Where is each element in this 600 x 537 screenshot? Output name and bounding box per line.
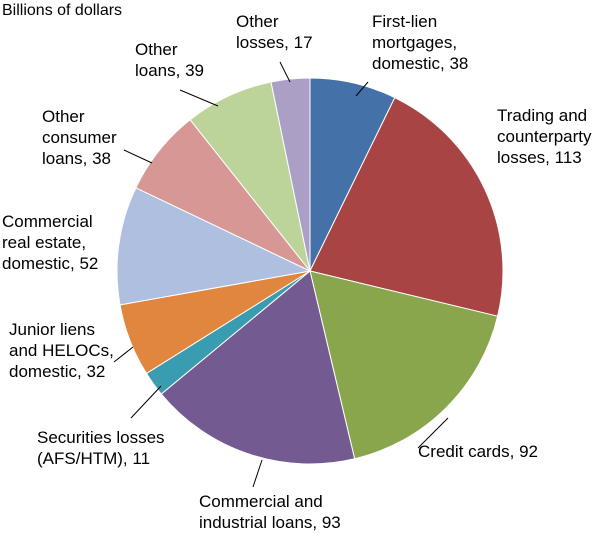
slice-label-line: domestic, 52: [2, 254, 98, 273]
slice-label-9: Other loans, 39: [135, 40, 204, 80]
slice-label-3: Credit cards, 92: [418, 442, 538, 461]
slice-label-6: Junior liens and HELOCs, domestic, 32: [9, 320, 114, 381]
slice-label-line: losses, 17: [236, 33, 313, 52]
slice-label-line: loans, 39: [135, 61, 204, 80]
slice-label-line: (AFS/HTM), 11: [37, 449, 150, 468]
slice-label-line: domestic, 38: [372, 54, 468, 73]
pie-slice-10: [270, 77, 311, 272]
leader-line-1: [355, 81, 369, 97]
pie-slice-3: [309, 270, 499, 460]
slice-label-line: Other: [42, 107, 85, 126]
slice-label-8: Other consumer loans, 38: [42, 107, 117, 168]
slice-label-line: Junior liens: [9, 320, 95, 339]
slice-label-5: Securities losses (AFS/HTM), 11: [37, 428, 165, 468]
slice-label-line: Credit cards, 92: [418, 442, 538, 461]
slice-label-line: Other: [135, 40, 178, 59]
pie-slice-7: [116, 187, 312, 306]
unit-label: Billions of dollars: [2, 2, 123, 19]
slice-label-line: Other: [236, 12, 279, 31]
slice-label-line: loans, 38: [42, 149, 111, 168]
slice-label-4: Commercial and industrial loans, 93: [199, 492, 341, 532]
slice-label-line: and HELOCs,: [9, 341, 114, 360]
slice-label-line: First-lien: [372, 12, 437, 31]
pie-slice-4: [160, 270, 356, 465]
leader-line-9: [179, 89, 219, 107]
slice-label-7: Commercial real estate, domestic, 52: [2, 212, 98, 273]
slice-label-line: Trading and: [497, 106, 587, 125]
slice-label-line: real estate,: [2, 233, 86, 252]
leader-line-3: [417, 417, 449, 449]
leader-line-4: [252, 459, 263, 488]
slice-label-10: Other losses, 17: [236, 12, 313, 52]
slice-label-2: Trading and counterparty losses, 113: [497, 106, 592, 167]
leader-line-5: [130, 385, 162, 419]
leader-line-8: [123, 149, 153, 164]
slice-label-line: Securities losses: [37, 428, 165, 447]
leader-line-10: [279, 61, 291, 83]
slice-label-line: Commercial and: [199, 492, 323, 511]
pie-slice-2: [309, 96, 504, 317]
slice-label-line: Commercial: [2, 212, 93, 231]
slice-label-line: losses, 113: [497, 148, 582, 167]
slice-label-line: mortgages,: [372, 33, 457, 52]
slice-label-line: counterparty: [497, 127, 592, 146]
leader-line-6: [113, 346, 134, 363]
slice-label-line: consumer: [42, 128, 117, 147]
slice-label-line: domestic, 32: [9, 362, 105, 381]
slice-label-1: First-lien mortgages, domestic, 38: [372, 12, 468, 73]
slice-label-line: industrial loans, 93: [199, 513, 341, 532]
